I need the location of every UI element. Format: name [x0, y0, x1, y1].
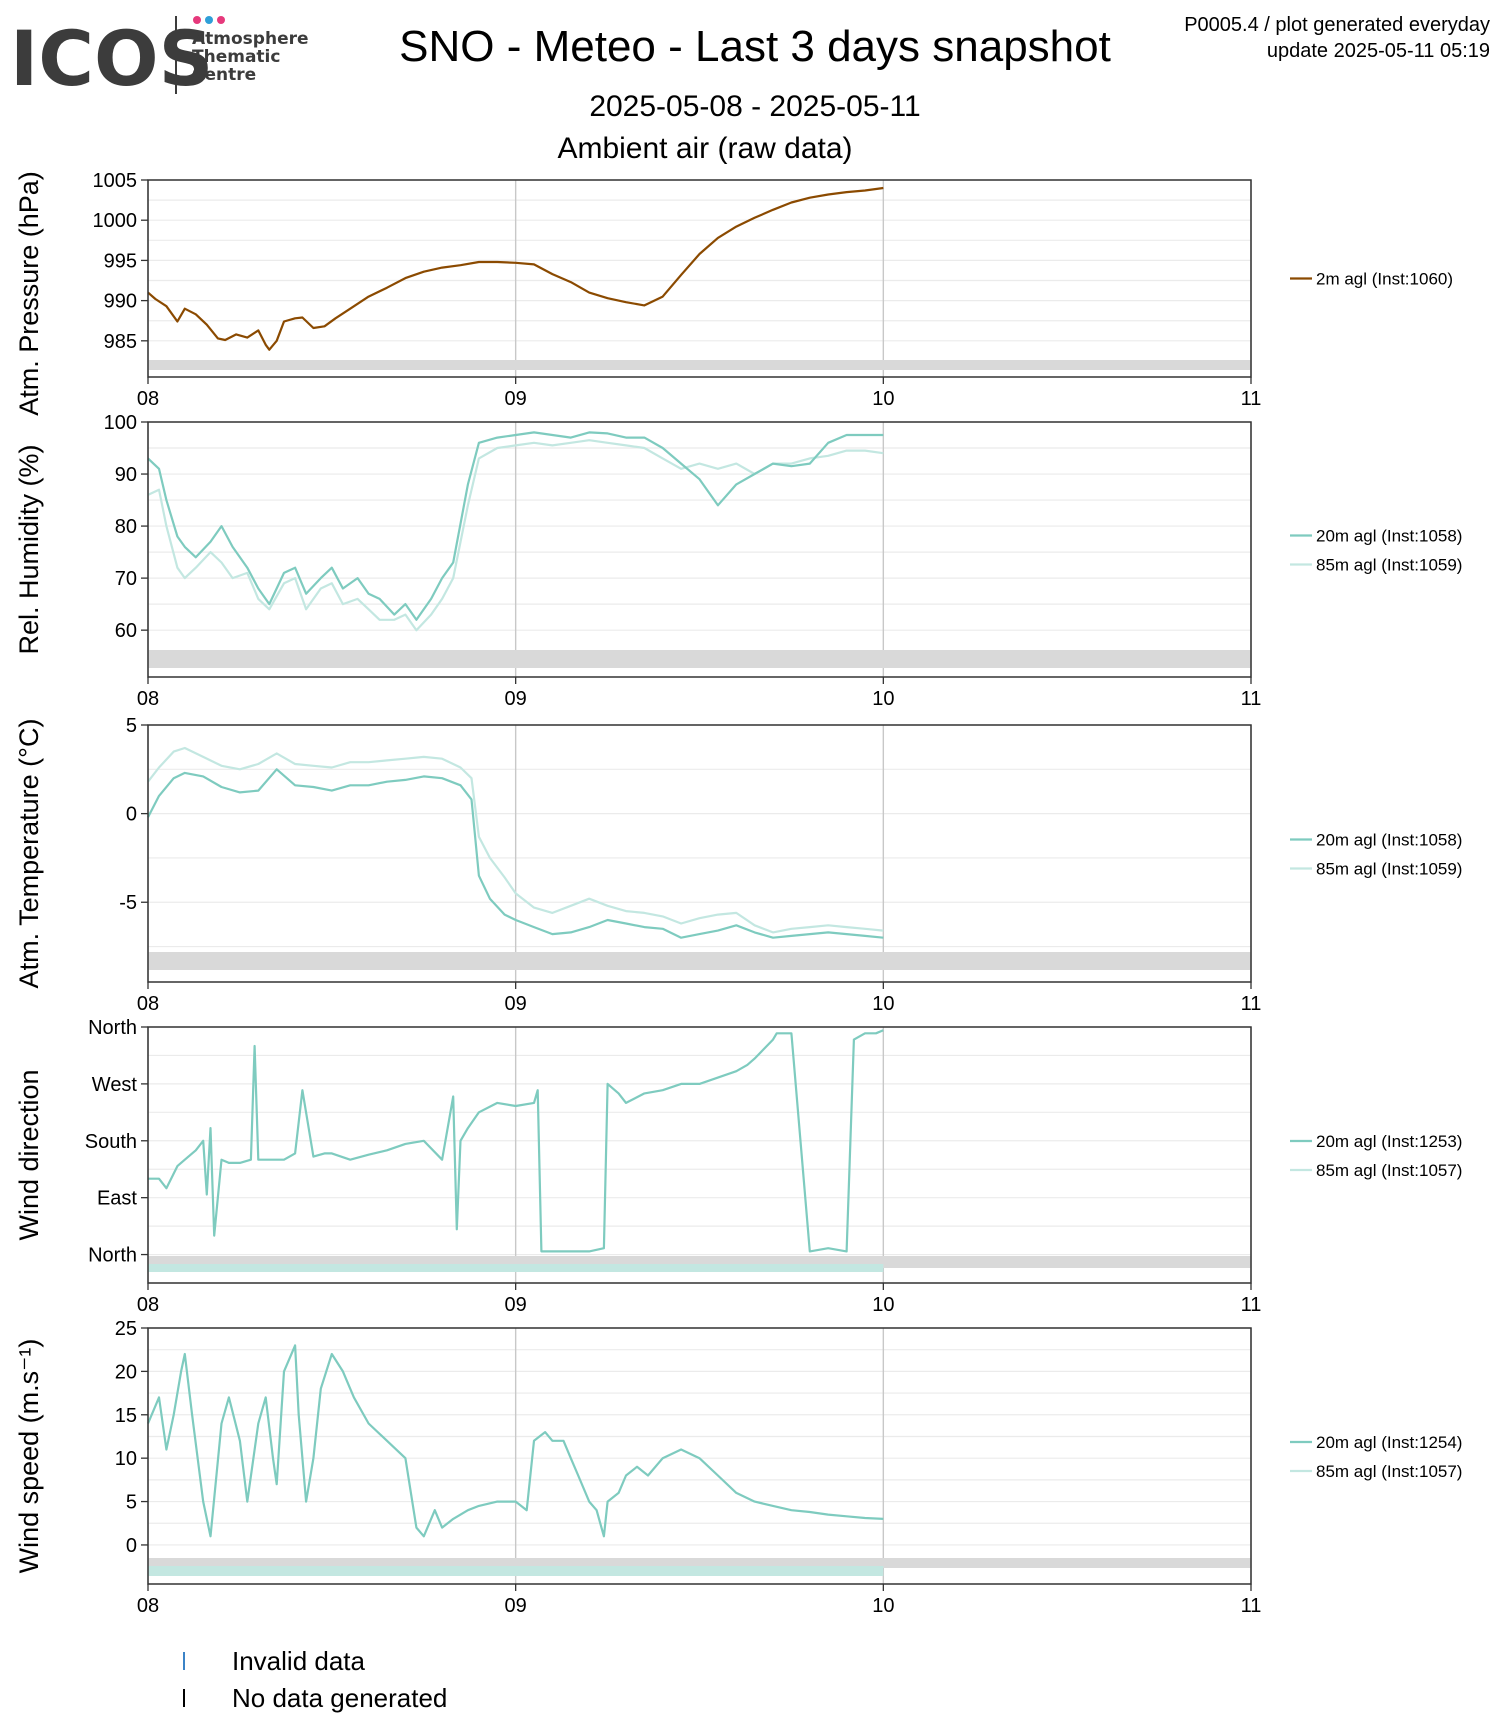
y-tick-label: 1000 — [93, 210, 138, 232]
y-tick-label: 10 — [115, 1448, 137, 1470]
legend-label: 20m agl (Inst:1058) — [1316, 831, 1462, 850]
y-tick-label: -5 — [119, 892, 137, 914]
x-tick-label: 08 — [137, 993, 159, 1015]
x-tick-label: 09 — [505, 993, 527, 1015]
x-tick-label: 11 — [1241, 688, 1262, 710]
legend-label: 20m agl (Inst:1254) — [1316, 1433, 1462, 1452]
series-line-1 — [147, 431, 884, 621]
legend-label: 20m agl (Inst:1253) — [1316, 1132, 1462, 1151]
logo-sub-2: Thematic — [192, 47, 280, 67]
x-tick-label: 08 — [137, 1294, 159, 1316]
panel-title: Ambient air (raw data) — [557, 132, 853, 165]
y-axis-label: Atm. Pressure (hPa) — [14, 171, 44, 416]
y-tick-label: 5 — [126, 1492, 137, 1514]
no-data-band — [148, 952, 1251, 970]
date-range: 2025-05-08 - 2025-05-11 — [589, 90, 921, 123]
x-tick-label: 11 — [1241, 388, 1262, 410]
y-tick-label: 20 — [115, 1361, 137, 1383]
x-tick-label: 10 — [872, 688, 894, 710]
series-line-1 — [147, 768, 884, 939]
y-tick-label: 990 — [104, 291, 137, 313]
legend-label: 85m agl (Inst:1057) — [1316, 1161, 1462, 1180]
logo-dot-icon — [217, 16, 225, 24]
panel-frame — [147, 1327, 1252, 1585]
invalid-data-label: Invalid data — [232, 1646, 366, 1676]
x-tick-label: 08 — [137, 1595, 159, 1617]
y-tick-label: 5 — [126, 715, 137, 737]
legend-label: 20m agl (Inst:1058) — [1316, 527, 1462, 546]
y-tick-label: 0 — [126, 1535, 137, 1557]
bottom-legend: Invalid data No data generated — [183, 1646, 447, 1713]
y-axis-label: Wind direction — [14, 1069, 44, 1240]
series-line-1 — [148, 1029, 884, 1253]
y-tick-label: 70 — [115, 568, 137, 590]
series-line-2 — [147, 746, 884, 934]
logo-sub-1: Atmosphere — [192, 29, 309, 49]
y-tick-label: 15 — [115, 1405, 137, 1427]
no-data-band — [148, 360, 1251, 370]
y-tick-label: 25 — [115, 1318, 137, 1340]
series-line-2 — [147, 439, 884, 632]
y-axis-label: Rel. Humidity (%) — [14, 444, 44, 654]
panel-frame — [147, 179, 1252, 378]
y-tick-label: 90 — [115, 464, 137, 486]
y-tick-label: East — [97, 1188, 137, 1210]
page-title: SNO - Meteo - Last 3 days snapshot — [399, 22, 1111, 71]
x-tick-label: 10 — [872, 388, 894, 410]
no-data-band — [148, 1264, 884, 1272]
y-tick-label: 985 — [104, 331, 137, 353]
x-tick-label: 08 — [137, 388, 159, 410]
no-data-band — [148, 1566, 884, 1576]
panel-temperature: -5 0 5 08 09 10 11 Atm. Temperature (°C) 20m agl… — [14, 715, 1462, 1015]
y-tick-label: North — [88, 1245, 137, 1267]
y-axis-label: Atm. Temperature (°C) — [14, 719, 44, 989]
panel-frame — [147, 421, 1252, 678]
logo-dot-icon — [205, 16, 213, 24]
y-tick-label: West — [92, 1074, 138, 1096]
no-data-band — [148, 1558, 1251, 1568]
legend-label: 85m agl (Inst:1057) — [1316, 1462, 1462, 1481]
update-info: P0005.4 / plot generated everyday update… — [1184, 12, 1490, 64]
panel-pressure: 985 990 995 1000 1005 08 09 10 11 Atm. Pressure (… — [14, 170, 1453, 416]
y-axis-label: Wind speed (m.s⁻¹) — [14, 1339, 44, 1574]
logo-dot-icon — [193, 16, 201, 24]
y-tick-label: 60 — [115, 620, 137, 642]
x-tick-label: 09 — [505, 1595, 527, 1617]
panel-frame — [147, 724, 1252, 983]
y-tick-label: 0 — [126, 804, 137, 826]
panel-wind_speed: 0 5 10 15 20 25 08 09 10 11 Wind speed (m.s⁻¹) 20m … — [14, 1318, 1462, 1617]
x-tick-label: 09 — [505, 1294, 527, 1316]
no-data-label: No data generated — [232, 1683, 447, 1713]
x-tick-label: 08 — [137, 688, 159, 710]
panel-wind_direction: North East South West North 08 09 10 11 Wind dire… — [14, 1017, 1462, 1316]
y-tick-label: 995 — [104, 250, 137, 272]
logo-sub-3: Centre — [192, 65, 256, 85]
x-tick-label: 09 — [505, 388, 527, 410]
x-tick-label: 10 — [872, 1294, 894, 1316]
y-tick-label: 1005 — [93, 170, 138, 192]
series-line-1 — [147, 186, 884, 351]
logo-text: ICOS — [10, 14, 213, 103]
x-tick-label: 11 — [1241, 1595, 1262, 1617]
y-tick-label: 80 — [115, 516, 137, 538]
x-tick-label: 10 — [872, 1595, 894, 1617]
y-tick-label: South — [85, 1131, 137, 1153]
legend-label: 85m agl (Inst:1059) — [1316, 556, 1462, 575]
icos-logo: ICOS Atmosphere Thematic Centre — [10, 14, 309, 103]
panel-humidity: 60 70 80 90 100 08 09 10 11 Rel. Humidity (%) 20m … — [14, 412, 1462, 710]
meta-line-1: P0005.4 / plot generated everyday — [1184, 14, 1490, 36]
no-data-band — [148, 650, 1251, 668]
x-tick-label: 11 — [1241, 1294, 1262, 1316]
y-tick-label: North — [88, 1017, 137, 1039]
legend-label: 2m agl (Inst:1060) — [1316, 270, 1453, 289]
panel-frame — [147, 1026, 1252, 1284]
x-tick-label: 11 — [1241, 993, 1262, 1015]
x-tick-label: 09 — [505, 688, 527, 710]
legend-label: 85m agl (Inst:1059) — [1316, 860, 1462, 879]
meta-line-2: update 2025-05-11 05:19 — [1266, 40, 1490, 62]
series-line-1 — [146, 1344, 884, 1538]
x-tick-label: 10 — [872, 993, 894, 1015]
y-tick-label: 100 — [104, 412, 137, 434]
